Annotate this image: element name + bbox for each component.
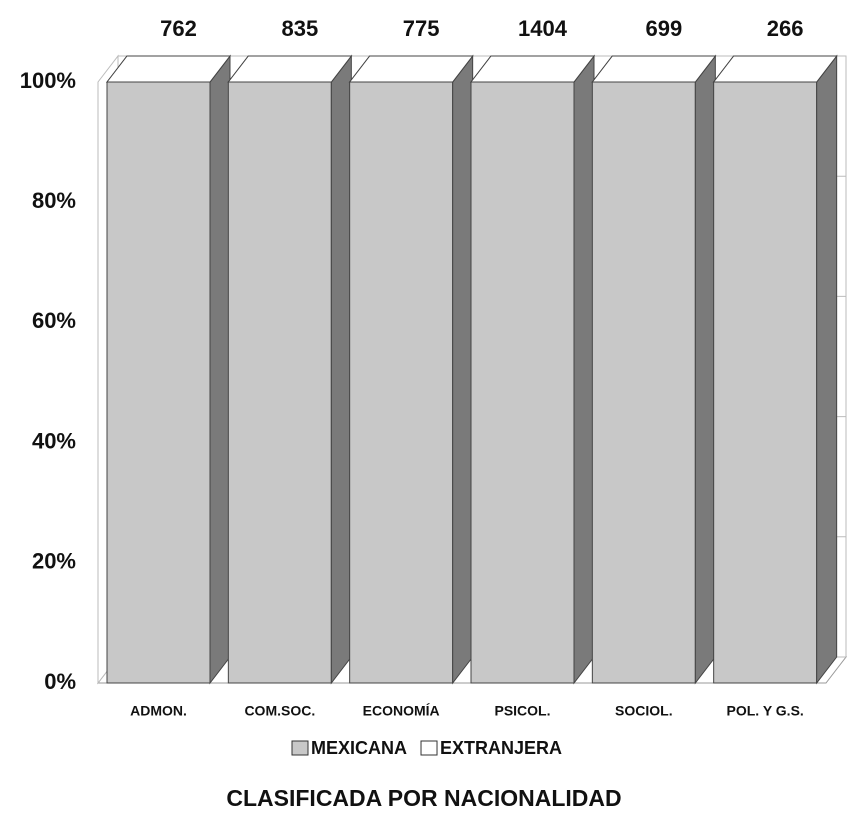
total-label: 762 xyxy=(160,16,197,41)
chart-title: CLASIFICADA POR NACIONALIDAD xyxy=(226,785,621,811)
bar-front xyxy=(227,81,332,684)
bar-segment xyxy=(712,54,838,685)
bar-side xyxy=(209,54,231,685)
total-label: 835 xyxy=(281,16,318,41)
bar-segment xyxy=(227,55,353,83)
bar-front xyxy=(470,81,575,684)
x-tick-label: SOCIOL. xyxy=(615,703,673,719)
bar-segment xyxy=(591,54,717,685)
bar-side xyxy=(816,54,838,685)
bar-side xyxy=(330,54,352,685)
bar-front xyxy=(713,81,818,684)
legend-label: EXTRANJERA xyxy=(440,738,562,758)
bar-top xyxy=(712,55,838,83)
x-tick-label: POL. Y G.S. xyxy=(727,703,804,719)
total-label: 266 xyxy=(767,16,804,41)
bar-front xyxy=(106,81,211,684)
bar-segment xyxy=(469,55,596,83)
bar-side xyxy=(573,54,595,685)
bar-top xyxy=(105,55,232,83)
y-tick-label: 80% xyxy=(32,188,76,213)
y-tick-label: 20% xyxy=(32,549,76,574)
x-tick-label: PSICOL. xyxy=(494,703,550,719)
bar-side xyxy=(452,54,474,685)
bar-segment xyxy=(712,55,838,83)
bar-front xyxy=(591,81,696,684)
bar-top xyxy=(348,55,474,83)
total-label: 699 xyxy=(645,16,682,41)
bar-segment xyxy=(591,55,717,83)
y-tick-label: 0% xyxy=(44,669,76,694)
x-tick-label: ECONOMÍA xyxy=(363,703,440,719)
y-tick-label: 100% xyxy=(20,68,76,93)
total-label: 1404 xyxy=(518,16,568,41)
y-tick-label: 60% xyxy=(32,308,76,333)
bar-segment xyxy=(348,55,474,83)
bar-side xyxy=(694,54,716,685)
x-tick-label: COM.SOC. xyxy=(244,703,315,719)
bar-top xyxy=(591,55,717,83)
bar-segment xyxy=(105,54,232,685)
bar-top xyxy=(469,55,596,83)
legend-swatch xyxy=(291,740,309,756)
bar-top xyxy=(227,55,353,83)
legend-label: MEXICANA xyxy=(311,738,407,758)
bar-segment xyxy=(227,54,353,685)
bar-front xyxy=(349,81,454,684)
legend-swatch xyxy=(420,740,438,756)
x-tick-label: ADMON. xyxy=(130,703,187,719)
bar-segment xyxy=(469,54,596,685)
total-label: 775 xyxy=(403,16,440,41)
y-tick-label: 40% xyxy=(32,428,76,453)
bar-segment xyxy=(105,55,232,83)
bar-segment xyxy=(348,54,474,685)
